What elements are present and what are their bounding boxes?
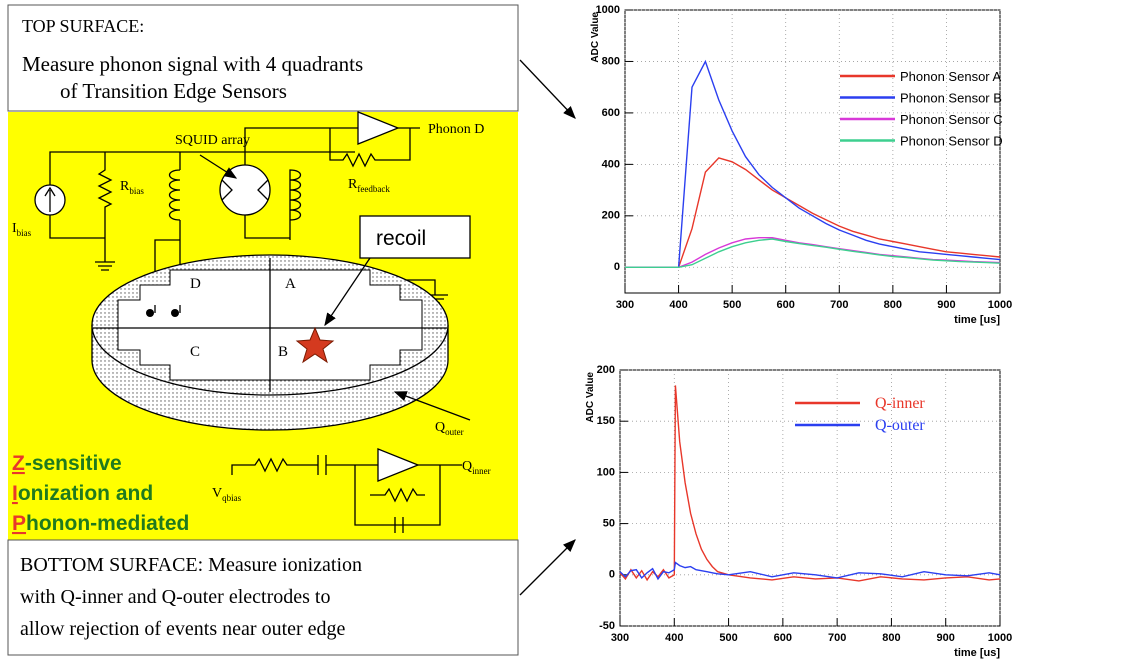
- label-main: R: [348, 177, 358, 192]
- x-tick-label: 500: [723, 299, 741, 311]
- y-tick-label: 200: [597, 364, 615, 376]
- legend-label: Phonon Sensor A: [900, 69, 1002, 84]
- top-line: Measure phonon signal with 4 quadrants: [22, 52, 363, 76]
- label: Phonon D: [428, 122, 484, 137]
- quadrant: A: [285, 276, 296, 292]
- label-sub: outer: [445, 427, 464, 437]
- label-sub: inner: [472, 466, 491, 476]
- y-tick-label: 150: [597, 415, 615, 427]
- acronym-line: Ionization and: [12, 482, 153, 505]
- rest: onization and: [18, 482, 153, 505]
- x-tick-label: 800: [884, 299, 902, 311]
- y-tick-label: 200: [602, 210, 620, 222]
- initial: I: [12, 482, 18, 505]
- x-tick-label: 600: [777, 299, 795, 311]
- series-line: [625, 157, 1001, 268]
- x-tick-label: 900: [937, 632, 955, 644]
- x-tick-label: 500: [719, 632, 737, 644]
- y-tick-label: 100: [597, 466, 615, 478]
- y-tick-label: 0: [609, 569, 615, 581]
- legend-label: Phonon Sensor D: [900, 134, 1003, 149]
- label: Ibias: [12, 221, 32, 238]
- acronym-line: Z-sensitive: [12, 452, 122, 475]
- x-tick-label: 400: [665, 632, 683, 644]
- bottom-line: BOTTOM SURFACE: Measure ionization: [20, 554, 362, 576]
- y-axis-label: ADC Value: [585, 372, 596, 423]
- x-tick-label: 1000: [988, 632, 1012, 644]
- top-title: TOP SURFACE:: [22, 16, 144, 36]
- series-line: [619, 561, 1001, 581]
- label: Vqbias: [212, 486, 242, 503]
- x-tick-label: 700: [828, 632, 846, 644]
- acronym: Z-sensitive Ionization and Phonon-mediat…: [12, 452, 189, 535]
- initial: P: [12, 512, 26, 535]
- x-tick-label: 300: [616, 299, 634, 311]
- x-tick-label: 400: [669, 299, 687, 311]
- x-tick-label: 800: [882, 632, 900, 644]
- x-axis-label: time [us]: [954, 314, 1000, 326]
- label: Qouter: [435, 420, 464, 437]
- x-tick-label: 600: [774, 632, 792, 644]
- plot-area: [619, 369, 1001, 627]
- quadrant: D: [190, 276, 201, 292]
- label: Rbias: [120, 179, 144, 196]
- label-main: V: [212, 486, 222, 501]
- label-sub: bias: [17, 228, 32, 238]
- y-tick-label: 800: [602, 55, 620, 67]
- y-tick-label: 50: [603, 518, 615, 530]
- label: Qinner: [462, 459, 491, 476]
- y-tick-label: 1000: [596, 4, 620, 16]
- top-box: [7, 4, 519, 112]
- rest: honon-mediated: [26, 512, 189, 535]
- series-line: [619, 385, 1001, 582]
- label: Rfeedback: [348, 177, 390, 194]
- series-line: [625, 238, 1001, 268]
- x-tick-label: 700: [830, 299, 848, 311]
- label-sub: bias: [129, 186, 144, 196]
- bottom-line: with Q-inner and Q-outer electrodes to: [20, 586, 330, 608]
- connector-arrow: [519, 539, 576, 596]
- connector-arrow: [519, 59, 576, 119]
- label-main: Q: [462, 459, 472, 474]
- legend-label: Q-outer: [875, 417, 925, 434]
- acronym-line: Phonon-mediated: [12, 512, 189, 535]
- y-axis-label: ADC Value: [590, 12, 601, 63]
- legend-label: Phonon Sensor B: [900, 91, 1002, 106]
- y-tick-label: 400: [602, 158, 620, 170]
- label-sub: feedback: [357, 184, 390, 194]
- initial: Z: [12, 452, 25, 475]
- quadrant: B: [278, 344, 288, 360]
- plot-area: [624, 9, 1001, 294]
- label: SQUID array: [175, 133, 250, 148]
- x-axis-label: time [us]: [954, 647, 1000, 659]
- x-tick-label: 1000: [988, 299, 1012, 311]
- rest: -sensitive: [25, 452, 122, 475]
- y-tick-label: 0: [614, 261, 620, 273]
- x-tick-label: 900: [937, 299, 955, 311]
- legend-label: Phonon Sensor C: [900, 112, 1003, 127]
- label-main: Q: [435, 420, 445, 435]
- top-line: of Transition Edge Sensors: [60, 79, 287, 103]
- y-tick-label: 600: [602, 107, 620, 119]
- recoil-label: recoil: [376, 227, 426, 250]
- diagram-labels: Ibias Rbias SQUID array Phonon D Rfeedba…: [12, 122, 491, 503]
- bottom-box: [7, 539, 519, 656]
- label-main: I: [12, 221, 17, 236]
- bottom-line: allow rejection of events near outer edg…: [20, 618, 346, 640]
- label-main: R: [120, 179, 130, 194]
- series-line: [625, 59, 1001, 268]
- legend-label: Q-inner: [875, 395, 925, 412]
- quadrant: C: [190, 344, 200, 360]
- x-tick-label: 300: [611, 632, 629, 644]
- label-sub: qbias: [222, 493, 241, 503]
- y-tick-label: -50: [599, 620, 615, 632]
- circuit: [34, 111, 471, 533]
